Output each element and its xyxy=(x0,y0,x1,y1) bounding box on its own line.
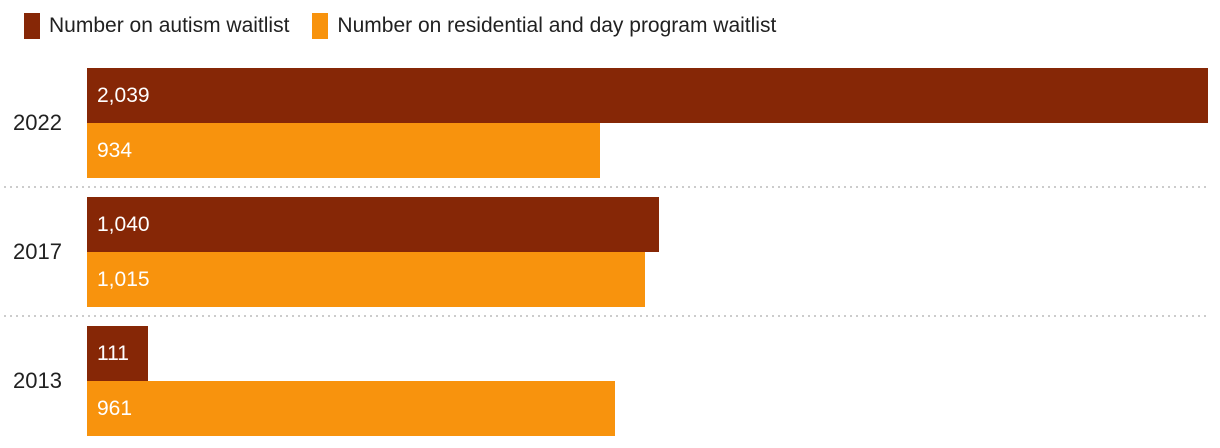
bar-autism-2017: 1,040 xyxy=(87,197,659,252)
year-label-2017: 2017 xyxy=(13,239,62,264)
bar-value-label: 961 xyxy=(97,396,133,420)
legend-label-autism: Number on autism waitlist xyxy=(49,14,290,37)
legend-swatch-residential-icon xyxy=(312,13,329,39)
bars-column: 1,040 1,015 xyxy=(87,197,1220,307)
bar-group-2022: 2022 2,039 934 xyxy=(0,68,1220,178)
group-separator xyxy=(4,315,1210,317)
legend-item-autism: Number on autism waitlist xyxy=(24,13,289,39)
legend-label-residential: Number on residential and day program wa… xyxy=(337,14,777,37)
bar-autism-2013: 111 xyxy=(87,326,149,381)
legend-item-residential: Number on residential and day program wa… xyxy=(312,13,776,39)
year-label-2022: 2022 xyxy=(13,110,62,135)
year-label-2013: 2013 xyxy=(13,368,62,393)
bars-column: 111 961 xyxy=(87,326,1220,436)
bar-residential-2013: 961 xyxy=(87,381,616,436)
bar-autism-2022: 2,039 xyxy=(87,68,1208,123)
bar-value-label: 934 xyxy=(97,138,133,162)
bar-value-label: 1,040 xyxy=(97,212,150,236)
category-column: 2022 xyxy=(0,68,87,178)
bar-group-2013: 2013 111 961 xyxy=(0,326,1220,436)
bar-group-2017: 2017 1,040 1,015 xyxy=(0,197,1220,307)
group-separator xyxy=(4,186,1210,188)
bar-residential-2022: 934 xyxy=(87,123,601,178)
bar-value-label: 2,039 xyxy=(97,83,150,107)
category-column: 2013 xyxy=(0,326,87,436)
chart-legend: Number on autism waitlist Number on resi… xyxy=(24,12,1220,40)
bar-value-label: 111 xyxy=(97,341,129,365)
legend-swatch-autism-icon xyxy=(24,13,40,39)
bar-residential-2017: 1,015 xyxy=(87,252,646,307)
chart-plot-area: 2022 2,039 934 2017 1,040 1,01 xyxy=(0,68,1220,436)
bars-column: 2,039 934 xyxy=(87,68,1220,178)
bar-value-label: 1,015 xyxy=(97,267,150,291)
category-column: 2017 xyxy=(0,197,87,307)
